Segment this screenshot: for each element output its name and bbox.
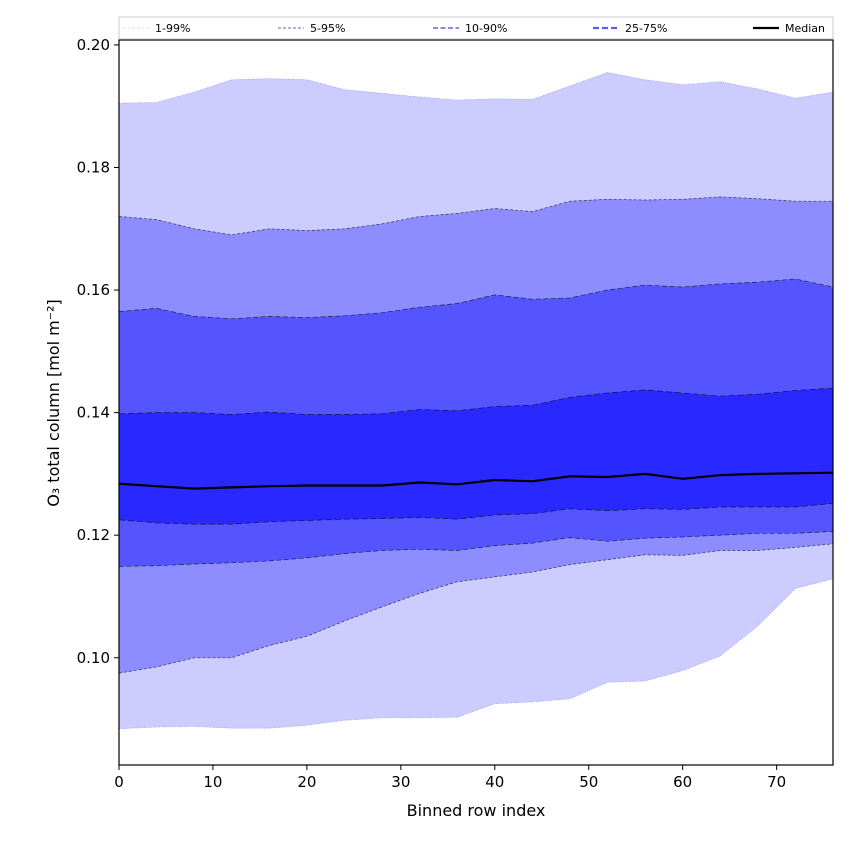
edge-p5	[118, 543, 834, 674]
x-axis-ticks: 0 10 20 30 40 50 60 70	[114, 765, 786, 791]
plot-frame	[118, 39, 834, 766]
legend-label: 1-99%	[155, 22, 190, 35]
edge-p25	[118, 502, 834, 525]
legend-entry-5-95%: 5-95%	[278, 22, 345, 35]
edge-p1	[118, 578, 834, 730]
y-tick-label: 0.12	[77, 526, 110, 544]
y-tick-label: 0.18	[77, 158, 110, 176]
x-tick-label: 50	[579, 773, 598, 791]
legend-entry-10-90%: 10-90%	[433, 22, 507, 35]
legend-label: 10-90%	[465, 22, 507, 35]
legend: 1-99% 5-95% 10-90% 25-75% Median	[118, 16, 834, 40]
edge-p95	[118, 196, 833, 236]
x-tick-label: 10	[203, 773, 222, 791]
edge-p10	[118, 531, 834, 567]
y-tick-label: 0.14	[77, 404, 110, 422]
y-axis-ticks: 0.10 0.12 0.14 0.16 0.18 0.20	[77, 36, 119, 667]
legend-box	[118, 16, 834, 40]
x-tick-label: 20	[297, 773, 316, 791]
percentile-bands	[119, 72, 833, 729]
legend-entry-1-99%: 1-99%	[123, 22, 190, 35]
y-axis-label: O₃ total column [mol m⁻²]	[44, 299, 63, 507]
percentile-edges	[118, 72, 834, 730]
x-tick-label: 0	[114, 773, 124, 791]
legend-entry-Median: Median	[753, 22, 825, 35]
x-tick-label: 40	[485, 773, 504, 791]
legend-label: 5-95%	[310, 22, 345, 35]
x-axis-label: Binned row index	[407, 801, 546, 820]
legend-label: Median	[785, 22, 825, 35]
y-tick-label: 0.20	[77, 36, 110, 54]
x-tick-label: 70	[767, 773, 786, 791]
median-line	[118, 471, 834, 490]
edge-p75	[118, 387, 834, 415]
legend-label: 25-75%	[625, 22, 667, 35]
y-tick-label: 0.10	[77, 649, 110, 667]
legend-entry-25-75%: 25-75%	[593, 22, 667, 35]
x-tick-label: 60	[673, 773, 692, 791]
y-tick-label: 0.16	[77, 281, 110, 299]
x-tick-label: 30	[391, 773, 410, 791]
edge-p90	[118, 278, 834, 320]
band-25-75%	[119, 388, 833, 525]
